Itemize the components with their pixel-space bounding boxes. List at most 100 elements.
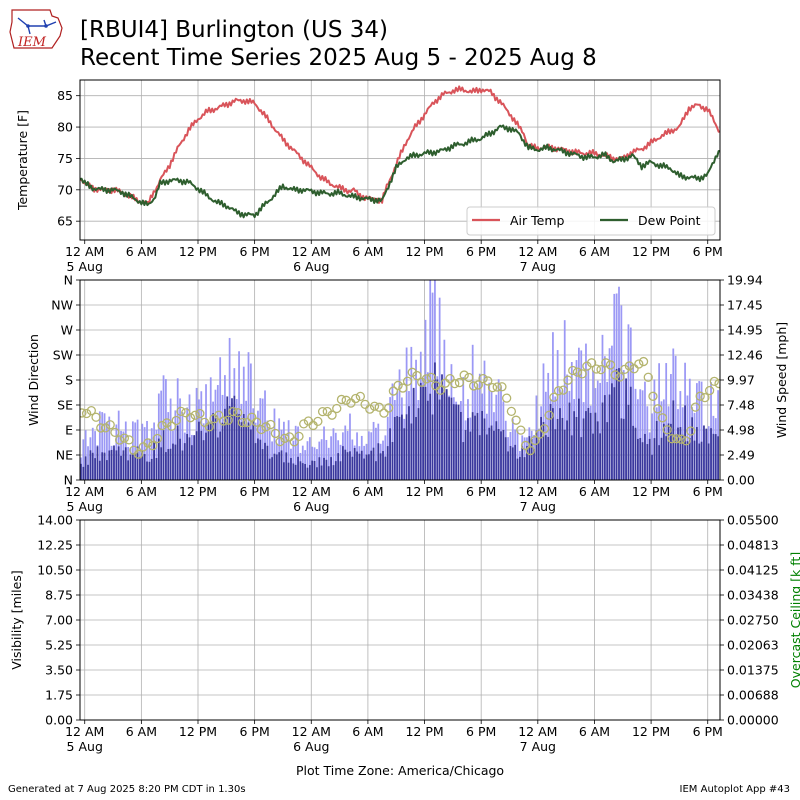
wind-speed-bar bbox=[146, 461, 148, 480]
visibility-tick-label: 3.50 bbox=[45, 663, 73, 678]
wind-speed-bar bbox=[651, 454, 653, 480]
wind-speed-bar bbox=[271, 457, 273, 480]
wind-speed-bar bbox=[127, 460, 130, 480]
wind-speed-bar bbox=[523, 457, 526, 480]
wind-direction-marker bbox=[435, 385, 446, 395]
wind-speed-bar bbox=[577, 398, 580, 480]
wind-speed-bar bbox=[346, 452, 349, 480]
wind-gust-bar bbox=[148, 438, 151, 480]
ceiling-tick-label: 0.05500 bbox=[727, 513, 779, 528]
wind-direction-marker bbox=[483, 376, 493, 386]
wind-gust-bar bbox=[106, 421, 108, 480]
wind-speed-bar bbox=[434, 362, 436, 480]
wind-speed-bar bbox=[108, 450, 111, 480]
x-date-label: 5 Aug bbox=[67, 499, 103, 514]
wind-speed-bar bbox=[337, 453, 340, 480]
wind-direction-marker bbox=[119, 433, 130, 443]
wind-speed-bar bbox=[80, 463, 82, 480]
wind-direction-marker bbox=[544, 410, 554, 420]
wind-speed-bar bbox=[622, 418, 625, 480]
wind-speed-bar bbox=[488, 427, 491, 480]
wind-direction-marker bbox=[256, 424, 266, 435]
app-label: IEM Autoplot App #43 bbox=[679, 784, 790, 795]
wind-direction-marker bbox=[468, 381, 479, 391]
wind-speed-bar bbox=[363, 458, 366, 480]
wind-gust-bar bbox=[264, 390, 266, 480]
wind-speed-bar bbox=[157, 438, 160, 480]
wind-direction-marker bbox=[709, 376, 719, 386]
wind-speed-bar bbox=[554, 429, 557, 480]
wind-direction-marker bbox=[284, 432, 295, 442]
x-tick-label: 6 PM bbox=[693, 244, 723, 259]
wind-direction-marker bbox=[171, 415, 181, 426]
wind-direction-marker bbox=[369, 401, 380, 411]
wind-speed-bar bbox=[393, 416, 396, 480]
wind-speed-bar bbox=[344, 449, 347, 480]
wind-speed-bar bbox=[648, 438, 651, 480]
x-tick-label: 12 PM bbox=[405, 244, 443, 259]
axes-frame bbox=[79, 279, 721, 481]
wind-gust-bar bbox=[162, 375, 165, 480]
wind-speed-bar bbox=[636, 438, 639, 480]
wind-direction-marker bbox=[214, 410, 224, 420]
x-tick-label: 6 PM bbox=[240, 724, 270, 739]
wind-speed-bar bbox=[495, 421, 498, 480]
wind-direction-marker bbox=[80, 408, 87, 418]
wind-speed-bar bbox=[478, 435, 481, 480]
wind-speed-bar bbox=[537, 440, 540, 480]
wind-speed-bar bbox=[304, 463, 307, 480]
x-tick-label: 12 PM bbox=[179, 484, 217, 499]
direction-tick-label: NW bbox=[51, 298, 73, 313]
wind-direction-marker bbox=[497, 382, 507, 392]
wind-speed-bar bbox=[693, 440, 696, 480]
speed-tick-label: 12.46 bbox=[727, 348, 763, 363]
wind-direction-marker bbox=[294, 431, 304, 442]
wind-gust-bar bbox=[410, 346, 413, 480]
wind-direction-marker bbox=[610, 370, 620, 380]
wind-speed-bar bbox=[389, 428, 391, 480]
wind-speed-bar bbox=[113, 445, 115, 480]
wind-direction-marker bbox=[638, 356, 649, 367]
wind-gust-bar bbox=[216, 385, 219, 480]
wind-speed-bar bbox=[148, 461, 151, 480]
wind-speed-bar bbox=[259, 439, 262, 480]
wind-speed-bar bbox=[700, 441, 703, 480]
wind-direction-marker bbox=[535, 429, 545, 439]
x-tick-label: 12 AM bbox=[518, 484, 557, 499]
wind-speed-bar bbox=[306, 467, 309, 480]
wind-speed-bar bbox=[358, 453, 361, 480]
wind-speed-bar bbox=[84, 456, 87, 480]
x-tick-label: 6 AM bbox=[579, 244, 610, 259]
wind-speed-bar bbox=[311, 460, 314, 480]
wind-speed-bar bbox=[677, 427, 679, 480]
wind-speed-bar bbox=[443, 388, 446, 480]
wind-direction-marker bbox=[586, 358, 597, 368]
y-tick-label: 70 bbox=[57, 182, 73, 197]
wind-speed-bar bbox=[485, 434, 488, 480]
wind-direction-marker bbox=[313, 416, 323, 427]
wind-speed-bar bbox=[280, 450, 283, 480]
wind-direction-marker bbox=[133, 449, 144, 459]
wind-gust-bar bbox=[103, 413, 106, 480]
wind-gust-bar bbox=[327, 447, 330, 480]
wind-gust-bar bbox=[306, 441, 309, 480]
wind-gust-bar bbox=[87, 446, 89, 480]
wind-speed-bar bbox=[245, 426, 248, 480]
wind-gust-bar bbox=[157, 393, 160, 480]
speed-tick-label: 4.98 bbox=[727, 423, 755, 438]
axes-frame bbox=[79, 79, 721, 241]
visibility-tick-label: 14.00 bbox=[37, 513, 73, 528]
wind-speed-bar bbox=[162, 430, 165, 480]
wind-speed-bar bbox=[408, 406, 410, 480]
wind-direction-marker bbox=[671, 434, 682, 444]
wind-speed-bar bbox=[670, 423, 672, 480]
wind-speed-bar bbox=[219, 431, 222, 480]
visibility-tick-label: 10.50 bbox=[37, 563, 73, 578]
wind-speed-bar bbox=[415, 417, 417, 480]
wind-speed-bar bbox=[384, 456, 387, 480]
x-date-label: 5 Aug bbox=[67, 739, 103, 754]
wind-speed-bar bbox=[186, 433, 189, 480]
wind-direction-marker bbox=[388, 386, 399, 396]
ceiling-tick-label: 0.00688 bbox=[727, 688, 779, 703]
wind-speed-bar bbox=[129, 454, 132, 480]
